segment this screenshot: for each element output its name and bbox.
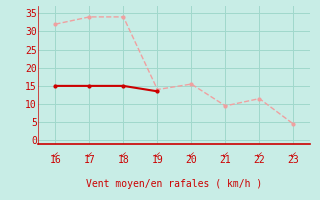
- Text: ↙: ↙: [222, 150, 229, 159]
- X-axis label: Vent moyen/en rafales ( km/h ): Vent moyen/en rafales ( km/h ): [86, 179, 262, 189]
- Text: ↙: ↙: [86, 150, 93, 159]
- Text: ↙: ↙: [188, 150, 195, 159]
- Text: ↙: ↙: [290, 150, 297, 159]
- Text: ↙: ↙: [256, 150, 263, 159]
- Text: ↙: ↙: [120, 150, 127, 159]
- Text: ↙: ↙: [154, 150, 161, 159]
- Text: ↙: ↙: [52, 150, 59, 159]
